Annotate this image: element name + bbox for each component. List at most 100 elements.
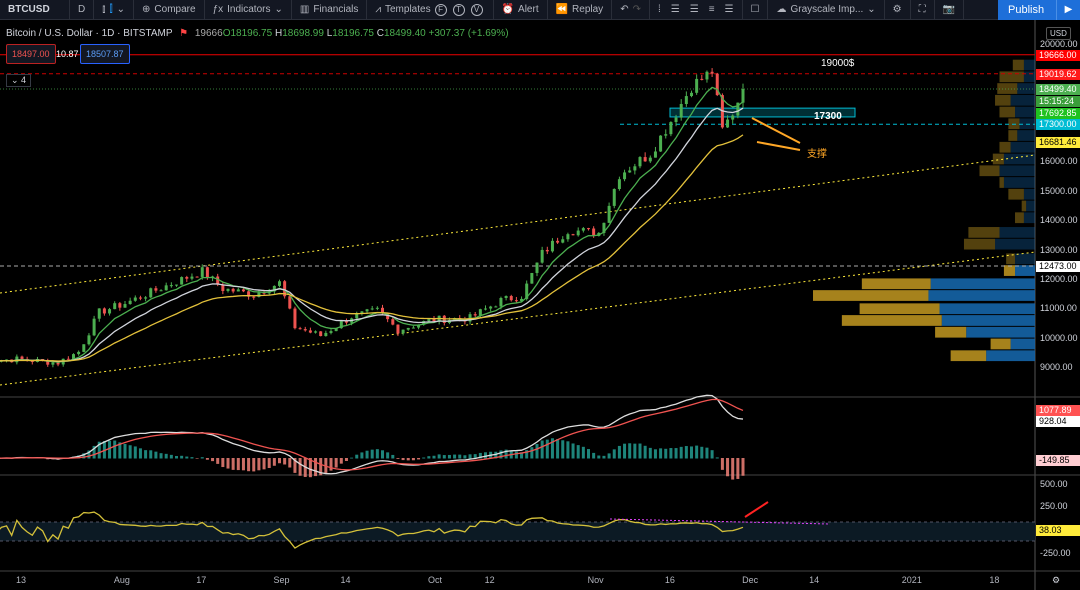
snapshot-button[interactable]: 📷: [935, 0, 965, 20]
undo-icon[interactable]: ↶: [620, 4, 629, 15]
candle-body: [278, 281, 281, 286]
candle-body: [674, 117, 678, 122]
candle-body: [20, 356, 24, 359]
drawing-tool-icon[interactable]: ☰: [670, 4, 680, 15]
candle-body: [314, 331, 318, 333]
macd-histogram-bar: [278, 458, 281, 464]
candle-body: [396, 324, 400, 334]
candle-body: [236, 289, 240, 292]
macd-tag: -149.85: [1036, 455, 1080, 466]
macd-histogram-bar: [118, 442, 122, 459]
macd-histogram-bar: [252, 458, 256, 472]
oscillator-tick: 500.00: [1040, 479, 1068, 489]
candle-body: [190, 276, 194, 279]
candle-body: [370, 308, 374, 310]
macd-histogram-bar: [339, 458, 343, 464]
template-f[interactable]: F: [434, 3, 447, 16]
price-tag: 12473.00: [1036, 260, 1080, 272]
change-value: +307.37 (+1.69%): [428, 28, 509, 39]
layout-button[interactable]: ☁ Grayscale Imp... ⌄: [768, 0, 885, 20]
macd-histogram-bar: [602, 455, 606, 459]
macd-histogram-bar: [643, 445, 647, 459]
x-tick: 18: [989, 575, 1000, 585]
candle-body: [283, 281, 287, 297]
template-t[interactable]: T: [452, 3, 465, 16]
candles-icon: ⫿: [109, 4, 113, 15]
drawing-tool-icon[interactable]: ☰: [724, 4, 734, 15]
chart-type-button[interactable]: ⫾ ⫿ ⌄: [94, 0, 135, 20]
price-tag: 15:15:24: [1036, 96, 1080, 108]
drawing-tools[interactable]: ⁞ ☰ ☰ ≡ ☰: [650, 0, 743, 20]
play-icon: ▶: [1064, 4, 1073, 15]
macd-histogram-bar: [231, 458, 235, 470]
macd-histogram-bar: [406, 458, 410, 461]
macd-histogram-bar: [200, 457, 204, 459]
macd-histogram-bar: [690, 446, 693, 459]
macd-histogram-bar: [123, 443, 127, 459]
candle-body: [241, 289, 245, 292]
undo-redo[interactable]: ↶ ↷: [612, 0, 650, 20]
template-v[interactable]: V: [470, 3, 483, 16]
macd-histogram-bar: [144, 450, 148, 459]
sell-button[interactable]: 18497.00: [6, 44, 56, 64]
redo-icon[interactable]: ↷: [632, 4, 641, 15]
macd-histogram-bar: [272, 458, 276, 466]
candle-body: [102, 308, 106, 314]
volume-profile-up: [1008, 130, 1018, 141]
buy-button[interactable]: 18507.87: [80, 44, 130, 64]
candle-body: [355, 313, 359, 319]
replay-button[interactable]: ⏪ Replay: [548, 0, 613, 20]
macd-histogram-bar: [82, 453, 86, 459]
volume-profile-up: [1015, 212, 1024, 224]
candle-body: [556, 240, 560, 243]
settings-button[interactable]: ⚙: [885, 0, 911, 20]
candle-body: [581, 228, 585, 231]
candle-body: [628, 170, 632, 173]
price-tick: 16000.00: [1040, 156, 1078, 167]
candle-body: [77, 351, 81, 355]
macd-histogram-bar: [550, 438, 554, 459]
currency-label[interactable]: USD: [1046, 27, 1071, 40]
play-button[interactable]: ▶: [1056, 0, 1080, 20]
macd-histogram-bar: [283, 458, 287, 465]
macd-histogram-bar: [478, 452, 482, 459]
publish-button[interactable]: Publish: [998, 0, 1056, 20]
x-tick: Dec: [742, 575, 759, 585]
flag-icon[interactable]: ⚑: [179, 28, 189, 39]
candle-body: [123, 304, 127, 308]
macd-histogram-bar: [587, 449, 590, 459]
macd-histogram-bar: [504, 449, 508, 459]
indicators-button[interactable]: ƒx Indicators ⌄: [205, 0, 292, 20]
select-box-button[interactable]: ☐: [743, 0, 769, 20]
financials-button[interactable]: ▥ Financials: [292, 0, 368, 20]
symbol-search[interactable]: BTCUSD: [0, 0, 70, 20]
compare-button[interactable]: ⊕ Compare: [134, 0, 205, 20]
drag-handle-icon[interactable]: ⁞: [657, 4, 661, 15]
candle-body: [66, 358, 70, 360]
macd-histogram-bar: [138, 448, 142, 459]
templates-icon: ⩘: [375, 4, 381, 15]
macd-histogram-bar: [525, 450, 529, 459]
candle-body: [149, 288, 153, 298]
symbol-title: Bitcoin / U.S. Dollar · 1D · BITSTAMP: [6, 28, 173, 39]
macd-histogram-bar: [566, 441, 570, 459]
drawing-tool-icon[interactable]: ☰: [689, 4, 699, 15]
interval-button[interactable]: D: [70, 0, 95, 20]
price-tick: 13000.00: [1040, 244, 1078, 255]
macd-histogram-bar: [736, 458, 740, 479]
macd-histogram-bar: [391, 454, 395, 459]
macd-histogram-bar: [221, 458, 225, 468]
collapse-indicators-button[interactable]: ⌄ 4: [6, 74, 32, 87]
macd-histogram-bar: [468, 454, 472, 459]
candle-body: [324, 332, 328, 337]
candle-body: [288, 296, 292, 309]
macd-histogram-bar: [298, 458, 302, 476]
price-tag: 16681.46: [1036, 137, 1080, 149]
lines-icon[interactable]: ≡: [708, 4, 715, 15]
macd-histogram-bar: [308, 458, 312, 478]
oscillator-tick: -250.00: [1040, 548, 1071, 558]
fullscreen-button[interactable]: ⛶: [911, 0, 935, 20]
alert-button[interactable]: ⏰ Alert: [494, 0, 548, 20]
